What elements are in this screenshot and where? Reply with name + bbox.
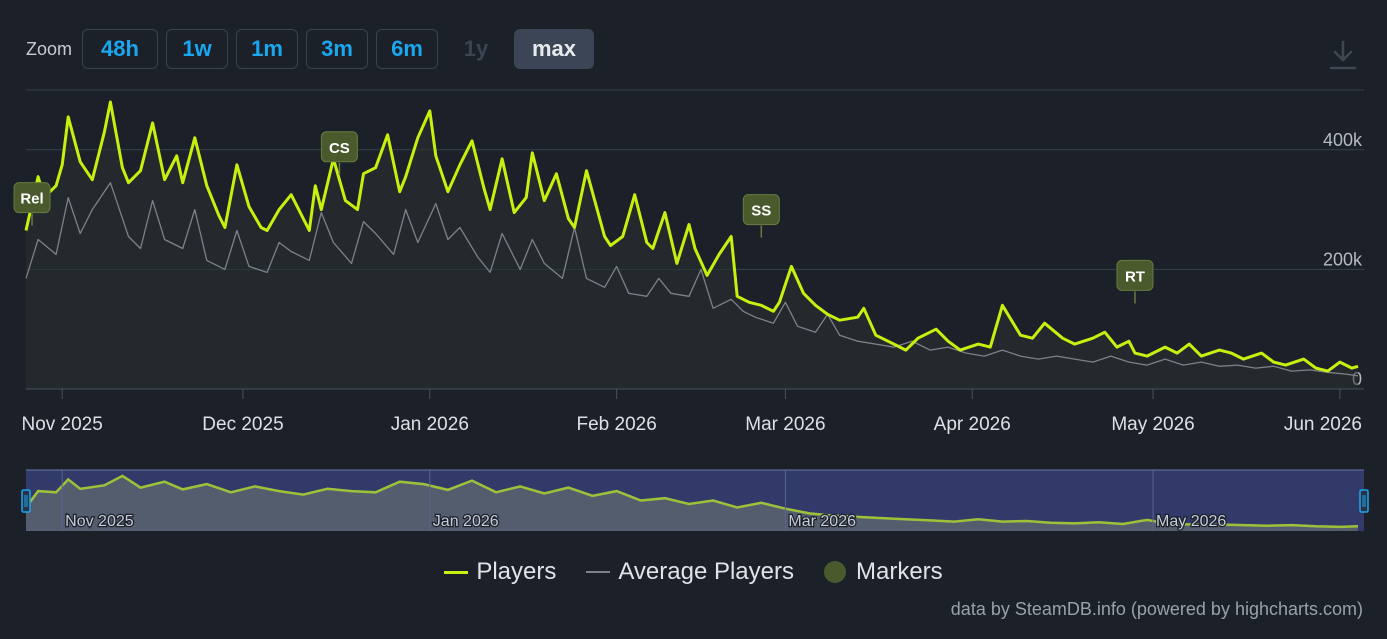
credit-link[interactable]: data by SteamDB.info (powered by highcha…	[950, 599, 1363, 619]
marker-rt	[1116, 259, 1154, 291]
marker-ss	[742, 194, 780, 226]
x-tick-label: Jan 2026	[391, 414, 469, 435]
zoom-3m-button[interactable]: 3m	[306, 29, 369, 69]
x-tick-label: Nov 2025	[21, 414, 102, 435]
navigator-handle-left[interactable]	[21, 489, 31, 513]
zoom-label: Zoom	[26, 38, 73, 59]
legend-item-players[interactable]: Players	[444, 558, 556, 586]
navigator: Nov 2025 Jan 2026 Mar 2026 May 2026	[21, 469, 1369, 531]
zoom-1m-button[interactable]: 1m	[236, 29, 299, 69]
x-tick-label: Apr 2026	[934, 414, 1011, 435]
x-axis: Nov 2025 Dec 2025 Jan 2026 Feb 2026 Mar 2026…	[21, 388, 1364, 435]
x-tick-label: Dec 2025	[202, 414, 283, 435]
navigator-x-label: May 2026	[1156, 513, 1226, 530]
players-area	[26, 102, 1358, 389]
navigator-x-label: Mar 2026	[788, 513, 856, 530]
x-tick-label: May 2026	[1111, 414, 1194, 435]
legend-item-average-players[interactable]: Average Players	[586, 558, 794, 586]
x-tick-label: Jun 2026	[1284, 414, 1362, 435]
legend-average-swatch	[586, 571, 611, 573]
marker-label: SS	[751, 203, 771, 220]
series-average-players-line	[25, 182, 1359, 377]
download-icon[interactable]	[1326, 38, 1360, 72]
zoom-6m-button[interactable]: 6m	[376, 29, 439, 69]
y-tick-label: 200k	[1323, 249, 1363, 269]
marker-label: CS	[329, 140, 350, 157]
legend-item-markers[interactable]: Markers	[824, 558, 943, 586]
navigator-series-line	[24, 474, 1359, 529]
marker-layer: Rel CS SS RT	[13, 131, 1154, 304]
legend-average-label: Average Players	[618, 558, 794, 585]
zoom-max-button[interactable]: max	[514, 29, 595, 69]
legend: Players Average Players Markers	[0, 558, 1387, 586]
navigator-x-label: Nov 2025	[65, 513, 134, 530]
marker-label: Rel	[20, 191, 43, 208]
zoom-1w-button[interactable]: 1w	[166, 29, 229, 69]
legend-markers-label: Markers	[856, 558, 943, 585]
zoom-1y-button[interactable]: 1y	[463, 36, 489, 61]
navigator-area	[26, 475, 1358, 531]
navigator-handle-right[interactable]	[1359, 489, 1369, 513]
series-players-line	[24, 100, 1359, 373]
marker-label: RT	[1125, 268, 1145, 285]
zoom-bar: Zoom 48h 1w 1m 3m 6m 1y max	[26, 28, 602, 70]
legend-players-swatch	[444, 570, 469, 574]
marker-rel	[13, 182, 51, 214]
zoom-48h-button[interactable]: 48h	[82, 29, 159, 69]
y-tick-label: 400k	[1323, 130, 1363, 150]
navigator-x-label: Jan 2026	[433, 513, 499, 530]
legend-markers-swatch	[824, 561, 846, 583]
x-tick-label: Mar 2026	[745, 414, 825, 435]
x-tick-label: Feb 2026	[577, 414, 657, 435]
series-layer	[24, 100, 1359, 389]
marker-cs	[320, 131, 358, 163]
legend-players-label: Players	[476, 558, 557, 585]
